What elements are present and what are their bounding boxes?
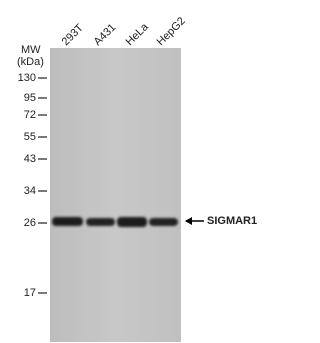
marker-label: 55 <box>24 131 36 143</box>
band <box>149 218 178 226</box>
lane-label: A431 <box>92 22 119 49</box>
marker-label: 17 <box>24 287 36 299</box>
gel <box>50 48 181 342</box>
marker-label: 43 <box>24 153 36 165</box>
arrow-head <box>185 217 192 225</box>
marker-label: 26 <box>24 217 36 229</box>
marker-label: 95 <box>24 92 36 104</box>
band-label: SIGMAR1 <box>207 215 257 227</box>
marker-label: 72 <box>24 109 36 121</box>
marker-label: 34 <box>24 185 36 197</box>
mw-label: MW <box>21 44 41 56</box>
marker-label: 130 <box>18 72 36 84</box>
band <box>86 218 115 226</box>
lane-label: HepG2 <box>155 15 188 48</box>
lane-label: HeLa <box>124 20 152 48</box>
mw-unit: (kDa) <box>17 56 44 68</box>
lane-label: 293T <box>60 22 86 48</box>
band <box>117 217 147 227</box>
band <box>52 217 83 226</box>
